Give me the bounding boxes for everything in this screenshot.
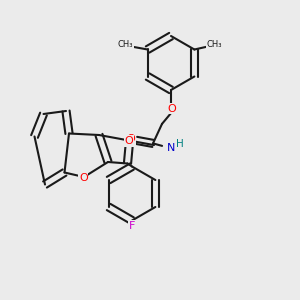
Text: F: F: [129, 221, 135, 231]
Text: H: H: [176, 139, 183, 149]
Text: O: O: [79, 172, 88, 183]
Text: CH₃: CH₃: [118, 40, 134, 49]
Text: O: O: [167, 104, 176, 114]
Text: O: O: [127, 134, 136, 145]
Text: O: O: [124, 136, 134, 146]
Text: CH₃: CH₃: [207, 40, 222, 49]
Text: N: N: [167, 143, 175, 153]
